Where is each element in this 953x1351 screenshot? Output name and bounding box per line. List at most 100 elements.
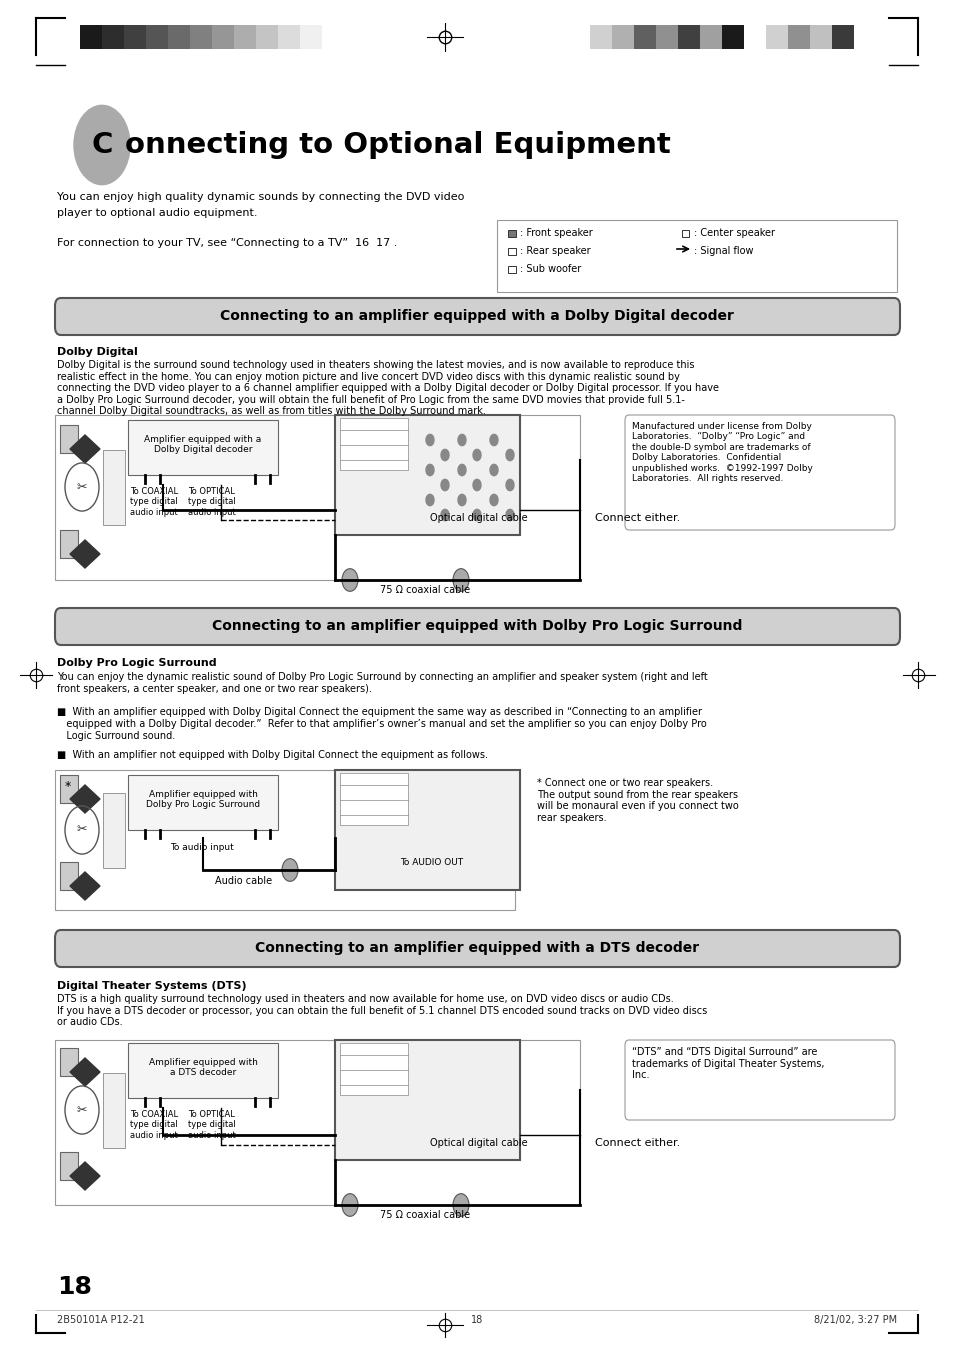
Circle shape [505, 450, 514, 461]
Bar [103, 793, 125, 867]
Bar [128, 1043, 277, 1098]
Circle shape [453, 1194, 469, 1216]
Bar [681, 230, 688, 236]
Circle shape [505, 480, 514, 490]
Bar [335, 415, 519, 535]
Text: To COAXIAL
type digital
audio input: To COAXIAL type digital audio input [130, 1111, 178, 1140]
Text: Manufactured under license from Dolby
Laboratories.  “Dolby” “Pro Logic” and
the: Manufactured under license from Dolby La… [631, 422, 812, 484]
Circle shape [74, 105, 130, 185]
Text: Optical digital cable: Optical digital cable [430, 513, 527, 523]
Circle shape [453, 569, 469, 592]
Bar [103, 450, 125, 526]
Circle shape [457, 494, 465, 505]
Bar [322, 26, 344, 49]
Bar [55, 770, 515, 911]
Text: To audio input: To audio input [170, 843, 233, 852]
Text: Connect either.: Connect either. [595, 513, 679, 523]
Circle shape [341, 1194, 357, 1216]
Circle shape [505, 509, 514, 520]
Text: For connection to your TV, see “Connecting to a TV”  16  17 .: For connection to your TV, see “Connecti… [57, 238, 397, 249]
Bar [589, 26, 612, 49]
FancyBboxPatch shape [55, 299, 899, 335]
Bar [507, 249, 516, 255]
Text: DTS is a high quality surround technology used in theaters and now available for: DTS is a high quality surround technolog… [57, 994, 706, 1027]
Polygon shape [70, 1162, 100, 1190]
Bar [80, 26, 102, 49]
Text: To OPTICAL
type digital
audio input: To OPTICAL type digital audio input [188, 1111, 235, 1140]
Text: 2B50101A P12-21: 2B50101A P12-21 [57, 1315, 145, 1325]
Bar [809, 26, 831, 49]
Polygon shape [70, 1058, 100, 1086]
Bar [507, 266, 516, 273]
Bar [656, 26, 678, 49]
Bar [60, 426, 78, 453]
Text: Connecting to an amplifier equipped with a Dolby Digital decoder: Connecting to an amplifier equipped with… [220, 309, 733, 323]
Circle shape [440, 480, 449, 490]
FancyBboxPatch shape [55, 929, 899, 967]
Text: ✂: ✂ [76, 481, 87, 493]
Bar [299, 26, 322, 49]
Text: To AUDIO OUT: To AUDIO OUT [399, 858, 462, 867]
Text: You can enjoy the dynamic realistic sound of Dolby Pro Logic Surround by connect: You can enjoy the dynamic realistic soun… [57, 671, 707, 693]
Bar [55, 415, 579, 580]
Bar [339, 1043, 408, 1096]
Circle shape [426, 434, 434, 446]
Text: To COAXIAL
type digital
audio input: To COAXIAL type digital audio input [130, 486, 178, 517]
Bar [55, 1040, 579, 1205]
Bar [168, 26, 190, 49]
FancyBboxPatch shape [624, 415, 894, 530]
Text: Optical digital cable: Optical digital cable [430, 1138, 527, 1148]
Circle shape [473, 450, 480, 461]
Circle shape [490, 465, 497, 476]
Bar [124, 26, 146, 49]
Text: 8/21/02, 3:27 PM: 8/21/02, 3:27 PM [813, 1315, 896, 1325]
Text: : Sub woofer: : Sub woofer [519, 263, 580, 274]
Bar [146, 26, 168, 49]
FancyBboxPatch shape [55, 608, 899, 644]
Polygon shape [70, 785, 100, 813]
Text: * Connect one or two rear speakers.
The output sound from the rear speakers
will: * Connect one or two rear speakers. The … [537, 778, 738, 823]
Text: : Rear speaker: : Rear speaker [519, 246, 590, 255]
Text: ■  With an amplifier equipped with Dolby Digital Connect the equipment the same : ■ With an amplifier equipped with Dolby … [57, 707, 701, 717]
Bar [60, 775, 78, 802]
Bar [190, 26, 212, 49]
Text: : Center speaker: : Center speaker [693, 228, 774, 238]
Text: Dolby Digital: Dolby Digital [57, 347, 137, 357]
Text: ✂: ✂ [76, 1104, 87, 1116]
Text: player to optional audio equipment.: player to optional audio equipment. [57, 208, 257, 218]
Circle shape [440, 450, 449, 461]
Bar [700, 26, 721, 49]
Bar [233, 26, 255, 49]
Bar [765, 26, 787, 49]
Polygon shape [70, 435, 100, 463]
Text: 18: 18 [57, 1275, 91, 1300]
Bar [678, 26, 700, 49]
Circle shape [282, 859, 297, 881]
Text: equipped with a Dolby Digital decoder.”  Refer to that amplifier’s owner’s manua: equipped with a Dolby Digital decoder.” … [57, 719, 706, 730]
Text: 18: 18 [471, 1315, 482, 1325]
Bar [743, 26, 765, 49]
Circle shape [440, 509, 449, 520]
Text: Audio cable: Audio cable [214, 875, 272, 886]
Text: : Signal flow: : Signal flow [693, 246, 753, 255]
Text: *: * [65, 780, 71, 793]
Bar [634, 26, 656, 49]
Circle shape [473, 480, 480, 490]
Circle shape [457, 465, 465, 476]
Text: Digital Theater Systems (DTS): Digital Theater Systems (DTS) [57, 981, 247, 992]
Circle shape [473, 509, 480, 520]
Text: ■  With an amplifier not equipped with Dolby Digital Connect the equipment as fo: ■ With an amplifier not equipped with Do… [57, 750, 488, 761]
FancyBboxPatch shape [624, 1040, 894, 1120]
Polygon shape [70, 871, 100, 900]
Text: Amplifier equipped with a
Dolby Digital decoder: Amplifier equipped with a Dolby Digital … [144, 435, 261, 454]
Bar [60, 862, 78, 890]
Bar [497, 220, 896, 292]
Bar [255, 26, 277, 49]
Bar [507, 230, 516, 236]
Circle shape [426, 494, 434, 505]
Text: onnecting to Optional Equipment: onnecting to Optional Equipment [125, 131, 670, 159]
Circle shape [426, 465, 434, 476]
Text: Connecting to an amplifier equipped with Dolby Pro Logic Surround: Connecting to an amplifier equipped with… [212, 619, 741, 634]
Bar [612, 26, 634, 49]
Text: C: C [91, 131, 112, 159]
